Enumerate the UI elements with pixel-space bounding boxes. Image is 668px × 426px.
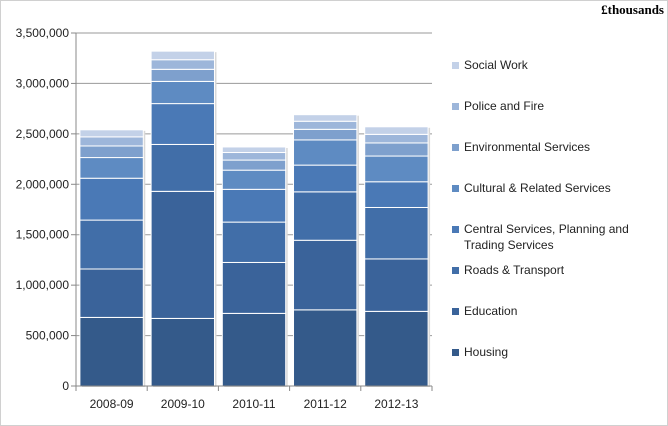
bar-segment [79, 136, 144, 147]
legend-label: Education [464, 304, 517, 318]
bar-segment [221, 169, 287, 190]
bar-segment [79, 145, 144, 159]
legend: Social Work Police and Fire Environmental … [452, 58, 629, 359]
bar-segment [221, 312, 287, 387]
bar-segment [293, 164, 358, 193]
bar-segment [79, 129, 144, 138]
x-tick-label: 2010-11 [232, 397, 275, 411]
bar-segment [364, 126, 429, 135]
legend-label: Roads & Transport [464, 263, 565, 277]
unit-label: £thousands [601, 2, 664, 17]
bar-segment [150, 50, 215, 61]
legend-swatch [452, 226, 459, 233]
y-tick-label: 3,500,000 [16, 26, 70, 40]
bar-segment [150, 68, 215, 82]
y-tick-label: 2,000,000 [16, 177, 70, 191]
legend-swatch [452, 103, 459, 110]
bar-segment [150, 190, 215, 319]
axes: 0 500,000 1,000,000 1,500,000 2,000,000 2,500… [16, 26, 433, 411]
y-tick-label: 2,500,000 [16, 127, 70, 141]
bar-segment [364, 181, 429, 208]
x-tick-label: 2009-10 [161, 397, 205, 411]
bar-segment [364, 142, 429, 157]
y-tick-label: 0 [62, 379, 69, 393]
bar-segment [150, 80, 215, 105]
bar-segment [79, 157, 144, 179]
bar-segment [293, 139, 358, 166]
bar-segment [221, 261, 287, 314]
x-tick-label: 2012-13 [374, 397, 418, 411]
bar-segment [364, 155, 429, 183]
bar-segment [293, 239, 358, 311]
bar-segment [221, 221, 287, 263]
bar-segment [293, 191, 358, 241]
bar-segment [221, 146, 287, 154]
bar-segment [364, 310, 429, 387]
y-tick-label: 1,500,000 [16, 228, 70, 242]
bar-segment [150, 317, 215, 387]
x-tick-label: 2008-09 [90, 397, 134, 411]
bar-segment [293, 128, 358, 141]
legend-swatch [452, 349, 459, 356]
legend-swatch [452, 144, 459, 151]
legend-label: Cultural & Related Services [464, 181, 611, 195]
legend-label: Police and Fire [464, 99, 544, 113]
y-tick-label: 3,000,000 [16, 76, 70, 90]
bar-segment [364, 258, 429, 312]
legend-label: Environmental Services [464, 140, 590, 154]
legend-label: Central Services, Planning and Trading Se… [464, 222, 629, 252]
legend-label: Housing [464, 345, 508, 359]
bar-segment [293, 120, 358, 130]
legend-swatch [452, 62, 459, 69]
bar-segment [221, 152, 287, 161]
bar-segment [150, 59, 215, 70]
legend-label: Social Work [464, 58, 529, 72]
y-tick-label: 500,000 [26, 329, 70, 343]
legend-swatch [452, 267, 459, 274]
bar-segment [150, 103, 215, 145]
bar-segment [79, 316, 144, 387]
bar-segment [79, 177, 144, 221]
x-tick-label: 2011-12 [304, 397, 347, 411]
bar-segment [364, 133, 429, 144]
legend-swatch [452, 308, 459, 315]
bar-segment [221, 159, 287, 171]
bar-segment [221, 188, 287, 223]
bar-segment [79, 219, 144, 270]
y-tick-label: 1,000,000 [16, 278, 70, 292]
legend-swatch [452, 185, 459, 192]
bars [79, 50, 431, 388]
bar-segment [364, 206, 429, 260]
bar-segment [79, 268, 144, 318]
bar-segment [293, 114, 358, 122]
bar-segment [150, 143, 215, 192]
bar-segment [293, 309, 358, 387]
